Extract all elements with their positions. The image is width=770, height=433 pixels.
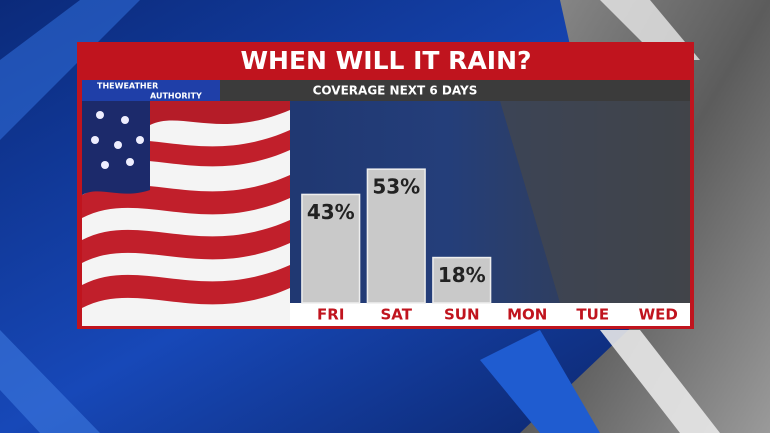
x-tick-label: TUE [576,306,609,324]
x-tick-label: WED [639,306,678,324]
panel-shade [500,101,690,303]
x-tick-label: MON [507,306,547,324]
bar [366,168,426,304]
value-label: 43% [307,200,355,224]
chart-subtitle: COVERAGE NEXT 6 DAYS [313,84,478,98]
chart-title: WHEN WILL IT RAIN? [240,46,531,75]
stripe [0,330,100,433]
bar [432,256,492,304]
brand-line: THEWEATHER [97,82,158,91]
stripe [480,330,600,433]
stripe [0,0,140,140]
x-tick-label: SUN [444,306,480,324]
value-label: 53% [372,175,420,199]
flag [82,101,290,326]
subtitle-bar [82,80,690,101]
x-tick-label: FRI [317,306,344,324]
stripe [600,330,720,433]
brand-line: AUTHORITY [150,92,202,101]
x-tick-label: SAT [381,306,413,324]
label-strip [290,303,690,326]
brand-box [82,80,220,101]
bar [301,193,361,304]
value-label: 18% [438,263,486,287]
